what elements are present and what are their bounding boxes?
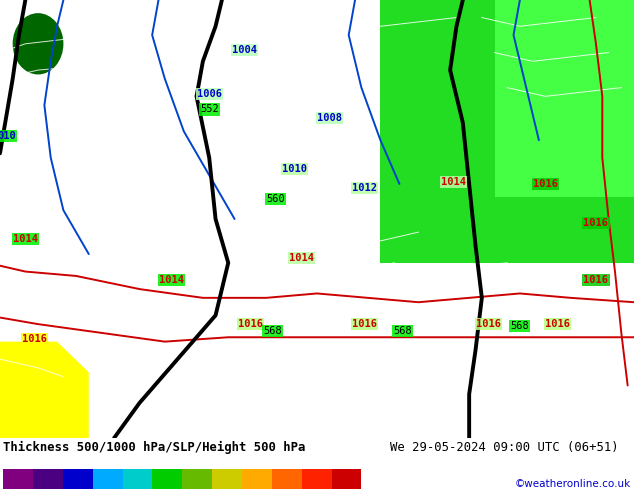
Text: 1012: 1012 [352, 183, 377, 194]
Bar [272, 469, 302, 489]
Bar [152, 469, 183, 489]
Text: 1014: 1014 [13, 234, 38, 244]
Text: 1014: 1014 [288, 253, 314, 264]
Bar [63, 469, 93, 489]
Text: 1016: 1016 [476, 319, 501, 329]
Bar [183, 469, 212, 489]
FancyBboxPatch shape [380, 0, 634, 263]
Ellipse shape [13, 13, 63, 74]
Text: Thickness 500/1000 hPa/SLP/Height 500 hPa: Thickness 500/1000 hPa/SLP/Height 500 hP… [3, 441, 306, 454]
Text: 1014: 1014 [441, 177, 466, 187]
Polygon shape [0, 342, 89, 438]
Text: 1016: 1016 [22, 335, 48, 344]
Text: 1010: 1010 [282, 164, 307, 173]
Text: 1016: 1016 [583, 219, 609, 228]
Text: 1016: 1016 [545, 319, 571, 329]
Bar [3, 469, 33, 489]
Text: 1016: 1016 [352, 319, 377, 329]
Bar [332, 469, 361, 489]
Text: 1004: 1004 [231, 46, 257, 55]
Text: 1016: 1016 [238, 319, 263, 329]
Bar [122, 469, 152, 489]
Text: 560: 560 [266, 195, 285, 204]
Bar [212, 469, 242, 489]
Text: 010: 010 [0, 131, 16, 141]
Text: We 29-05-2024 09:00 UTC (06+51): We 29-05-2024 09:00 UTC (06+51) [390, 441, 619, 454]
FancyBboxPatch shape [495, 0, 634, 197]
Text: 1008: 1008 [317, 113, 342, 123]
Bar [93, 469, 122, 489]
Text: 568: 568 [263, 326, 282, 336]
Text: ©weatheronline.co.uk: ©weatheronline.co.uk [515, 479, 631, 489]
Text: 1014: 1014 [158, 275, 184, 285]
Text: 1016: 1016 [533, 179, 558, 189]
Bar [302, 469, 332, 489]
Bar [242, 469, 272, 489]
Bar [33, 469, 63, 489]
Text: 552: 552 [200, 104, 219, 115]
Text: 1006: 1006 [197, 89, 222, 99]
Text: 568: 568 [510, 321, 529, 331]
Text: 1016: 1016 [583, 275, 609, 285]
Text: 568: 568 [393, 326, 412, 336]
